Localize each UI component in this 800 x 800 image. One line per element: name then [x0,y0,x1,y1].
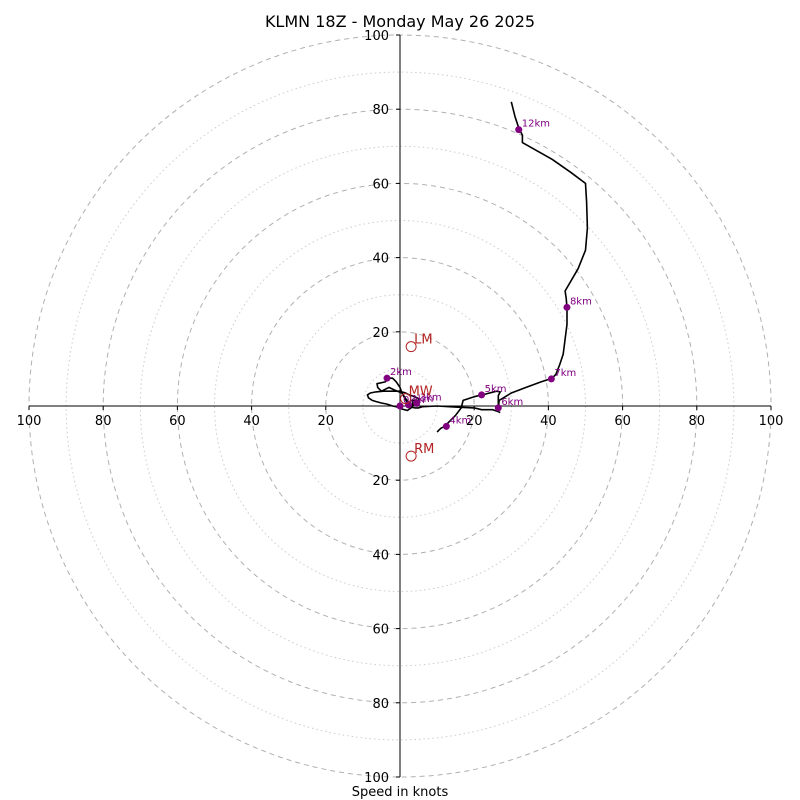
x-tick-label: 80 [689,414,706,429]
y-tick-label: 40 [372,252,389,267]
storm-motion-marker-LM [405,341,417,353]
height-marker-3km [413,399,421,407]
height-marker-7km [547,375,555,383]
height-marker-12km [515,126,523,134]
y-tick-label: 20 [372,474,389,489]
y-tick-label: 100 [364,29,389,44]
y-tick-label: 60 [372,623,389,638]
lower-wind-trace [366,377,501,414]
height-label-7km: 7km [554,368,576,379]
height-marker-8km [563,303,571,311]
height-marker-0km [396,402,404,410]
x-tick-label: 40 [540,414,557,429]
storm-motion-markers: LM MW RM [400,333,434,462]
axis-tick-labels: 100 100 100 100 80 80 80 80 60 60 60 60 40 40 40 40 20 20… [17,29,784,786]
height-marker-2km [383,374,391,382]
y-tick-label: 80 [372,697,389,712]
y-tick-label: 60 [372,177,389,192]
height-label-6km: 6km [501,397,523,408]
height-label-5km: 5km [485,384,507,395]
height-marker-6km [494,404,502,412]
storm-motion-label-MW: MW [409,385,433,400]
y-tick-label: 80 [372,103,389,118]
height-label-3km: 3km [420,392,442,403]
wind-profile-trace [366,101,589,433]
height-label-0km: 0km [403,395,425,406]
storm-motion-label-RM: RM [414,442,434,457]
height-label-2km: 2km [390,367,412,378]
y-tick-label: 40 [372,548,389,563]
x-tick-label: 60 [169,414,186,429]
upper-wind-trace [436,101,589,433]
x-axis-label: Speed in knots [352,785,449,800]
storm-motion-marker-RM [405,450,417,462]
height-marker-4km [442,422,450,430]
x-tick-label: 100 [759,414,784,429]
height-label-1km: 1km [412,394,434,405]
x-tick-label: 40 [243,414,260,429]
y-tick-label: 100 [364,771,389,786]
x-tick-label: 100 [17,414,42,429]
storm-motion-label-LM: LM [414,333,432,348]
x-tick-label: 20 [466,414,483,429]
x-tick-label: 80 [95,414,112,429]
y-tick-label: 20 [372,326,389,341]
x-tick-label: 20 [318,414,335,429]
storm-motion-marker-MW [400,393,412,405]
chart-title: KLMN 18Z - Monday May 26 2025 [265,12,535,31]
x-tick-label: 60 [614,414,631,429]
height-label-4km: 4km [449,415,471,426]
height-label-8km: 8km [570,296,592,307]
height-label-12km: 12km [522,119,550,130]
height-marker-5km [478,391,486,399]
